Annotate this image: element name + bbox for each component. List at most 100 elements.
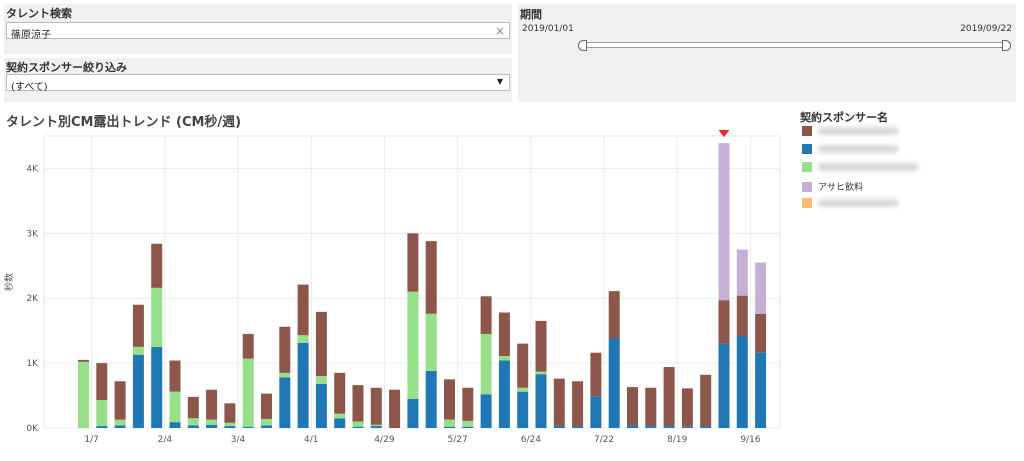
bar-segment[interactable] (169, 391, 181, 423)
bar-segment[interactable] (572, 426, 584, 428)
bar-segment[interactable] (736, 249, 748, 296)
clear-icon[interactable]: × (494, 24, 505, 38)
bar-segment[interactable] (645, 387, 657, 427)
bar-segment[interactable] (224, 422, 236, 427)
bar-segment[interactable] (718, 143, 730, 301)
bar-segment[interactable] (242, 333, 254, 359)
bar-segment[interactable] (96, 400, 108, 427)
bar-segment[interactable] (315, 376, 327, 384)
bar-segment[interactable] (480, 296, 492, 334)
bar-segment[interactable] (261, 393, 272, 419)
bar-segment[interactable] (462, 426, 474, 428)
bar-segment[interactable] (297, 335, 309, 343)
bar-segment[interactable] (663, 367, 675, 427)
bar-segment[interactable] (425, 370, 437, 428)
legend-item[interactable] (802, 162, 918, 172)
legend-item[interactable] (802, 126, 898, 136)
bar-segment[interactable] (627, 425, 638, 428)
bar-segment[interactable] (553, 378, 565, 427)
bar-segment[interactable] (498, 355, 510, 361)
bar-segment[interactable] (151, 346, 163, 428)
bar-segment[interactable] (315, 383, 327, 428)
bar-segment[interactable] (517, 343, 529, 388)
bar-segment[interactable] (736, 295, 748, 337)
bar-segment[interactable] (535, 374, 547, 428)
bar-segment[interactable] (444, 419, 455, 427)
bar-segment[interactable] (462, 420, 474, 427)
bar-segment[interactable] (480, 394, 492, 428)
bar-segment[interactable] (261, 418, 272, 426)
legend-item[interactable] (802, 144, 898, 154)
bar-segment[interactable] (389, 389, 401, 428)
bar-segment[interactable] (242, 358, 254, 427)
bar-segment[interactable] (645, 426, 657, 428)
bar-segment[interactable] (407, 233, 419, 292)
bar-segment[interactable] (498, 312, 510, 356)
bar-segment[interactable] (224, 403, 236, 423)
bar-segment[interactable] (590, 396, 602, 428)
bar-segment[interactable] (224, 426, 236, 428)
bar-segment[interactable] (96, 426, 108, 428)
bar-segment[interactable] (572, 381, 584, 427)
bar-segment[interactable] (187, 418, 199, 426)
bar-segment[interactable] (279, 372, 291, 378)
bar-segment[interactable] (407, 398, 419, 428)
bar-segment[interactable] (187, 425, 199, 428)
bar-segment[interactable] (535, 320, 547, 372)
bar-segment[interactable] (480, 333, 492, 395)
bar-segment[interactable] (462, 387, 474, 421)
bar-segment[interactable] (663, 426, 675, 428)
bar-segment[interactable] (608, 291, 620, 339)
bar-segment[interactable] (352, 421, 364, 427)
bar-segment[interactable] (242, 426, 254, 428)
bar-segment[interactable] (151, 243, 163, 288)
bar-segment[interactable] (96, 363, 108, 401)
legend-item[interactable] (802, 198, 898, 208)
bar-segment[interactable] (590, 352, 602, 397)
bar-segment[interactable] (78, 359, 89, 362)
bar-segment[interactable] (425, 313, 437, 371)
bar-segment[interactable] (718, 300, 730, 344)
bar-segment[interactable] (206, 424, 218, 428)
bar-segment[interactable] (78, 361, 89, 428)
bar-segment[interactable] (187, 396, 199, 419)
bar-segment[interactable] (261, 425, 272, 428)
bar-segment[interactable] (444, 379, 455, 420)
bar-segment[interactable] (114, 381, 126, 420)
talent-search-input[interactable]: 篠原涼子 × (6, 22, 510, 41)
bar-segment[interactable] (279, 377, 291, 428)
bar-segment[interactable] (627, 387, 638, 426)
bar-segment[interactable] (498, 360, 510, 428)
bar-segment[interactable] (334, 372, 346, 414)
bar-segment[interactable] (444, 426, 455, 428)
bar-segment[interactable] (151, 287, 163, 347)
bar-segment[interactable] (206, 389, 218, 420)
bar-segment[interactable] (736, 336, 748, 428)
bar-segment[interactable] (681, 426, 693, 428)
bar-segment[interactable] (114, 425, 126, 428)
bar-segment[interactable] (553, 426, 565, 428)
bar-segment[interactable] (315, 311, 327, 377)
bar-segment[interactable] (206, 419, 218, 425)
bar-segment[interactable] (132, 354, 144, 428)
bar-segment[interactable] (517, 391, 529, 428)
bar-segment[interactable] (132, 304, 144, 347)
bar-segment[interactable] (425, 241, 437, 314)
bar-segment[interactable] (681, 388, 693, 427)
bar-segment[interactable] (755, 313, 767, 353)
bar-segment[interactable] (370, 424, 382, 427)
bar-segment[interactable] (279, 326, 291, 373)
bar-segment[interactable] (370, 387, 382, 425)
bar-segment[interactable] (608, 338, 620, 428)
bar-segment[interactable] (169, 360, 181, 392)
bar-segment[interactable] (297, 284, 309, 336)
legend-item[interactable]: アサヒ飲料 (802, 180, 863, 193)
bar-segment[interactable] (535, 371, 547, 375)
sponsor-filter-select[interactable]: (すべて) ▼ (6, 74, 510, 93)
bar-segment[interactable] (334, 418, 346, 428)
bar-segment[interactable] (352, 426, 364, 428)
bar-segment[interactable] (755, 352, 767, 428)
bar-segment[interactable] (370, 426, 382, 428)
bar-segment[interactable] (352, 385, 364, 422)
bar-segment[interactable] (297, 342, 309, 428)
